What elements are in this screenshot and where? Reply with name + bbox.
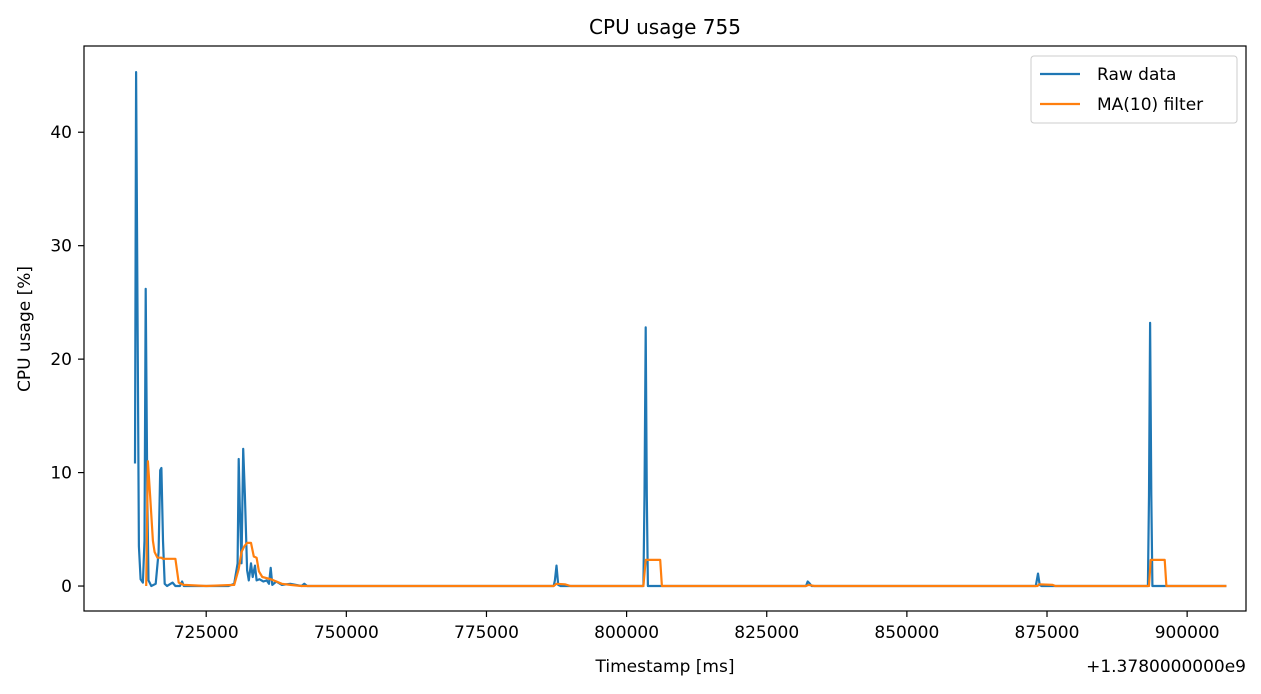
y-axis-label: CPU usage [%] (15, 266, 35, 392)
series-line-ma-filter (145, 460, 1227, 588)
y-tick-label: 40 (50, 123, 72, 143)
x-tick-label: 850000 (874, 623, 939, 643)
y-tick-label: 10 (50, 464, 72, 484)
legend-label-ma-filter: MA(10) filter (1097, 95, 1203, 115)
y-tick-label: 20 (50, 350, 72, 370)
plot-area (133, 70, 1227, 588)
x-tick-label: 800000 (594, 623, 659, 643)
y-axis-ticks: 0 10 20 30 40 (50, 123, 84, 597)
x-tick-label: 875000 (1015, 623, 1080, 643)
x-tick-label: 750000 (314, 623, 379, 643)
y-tick-label: 0 (61, 577, 72, 597)
x-axis-label: Timestamp [ms] (595, 657, 735, 677)
x-tick-label: 775000 (454, 623, 519, 643)
chart-title: CPU usage 755 (589, 15, 741, 39)
series-line-raw-data (133, 70, 1227, 588)
y-tick-label: 30 (50, 237, 72, 257)
x-tick-label: 825000 (734, 623, 799, 643)
x-tick-label: 900000 (1155, 623, 1220, 643)
legend-box (1030, 55, 1238, 124)
legend: Raw data MA(10) filter (1030, 55, 1238, 124)
x-axis-offset-label: +1.3780000000e9 (1086, 657, 1246, 677)
legend-label-raw-data: Raw data (1097, 65, 1176, 85)
x-tick-label: 725000 (174, 623, 239, 643)
x-axis-ticks: 725000 750000 775000 800000 825000 850000 8750… (174, 611, 1220, 643)
axes-frame (83, 45, 1247, 612)
